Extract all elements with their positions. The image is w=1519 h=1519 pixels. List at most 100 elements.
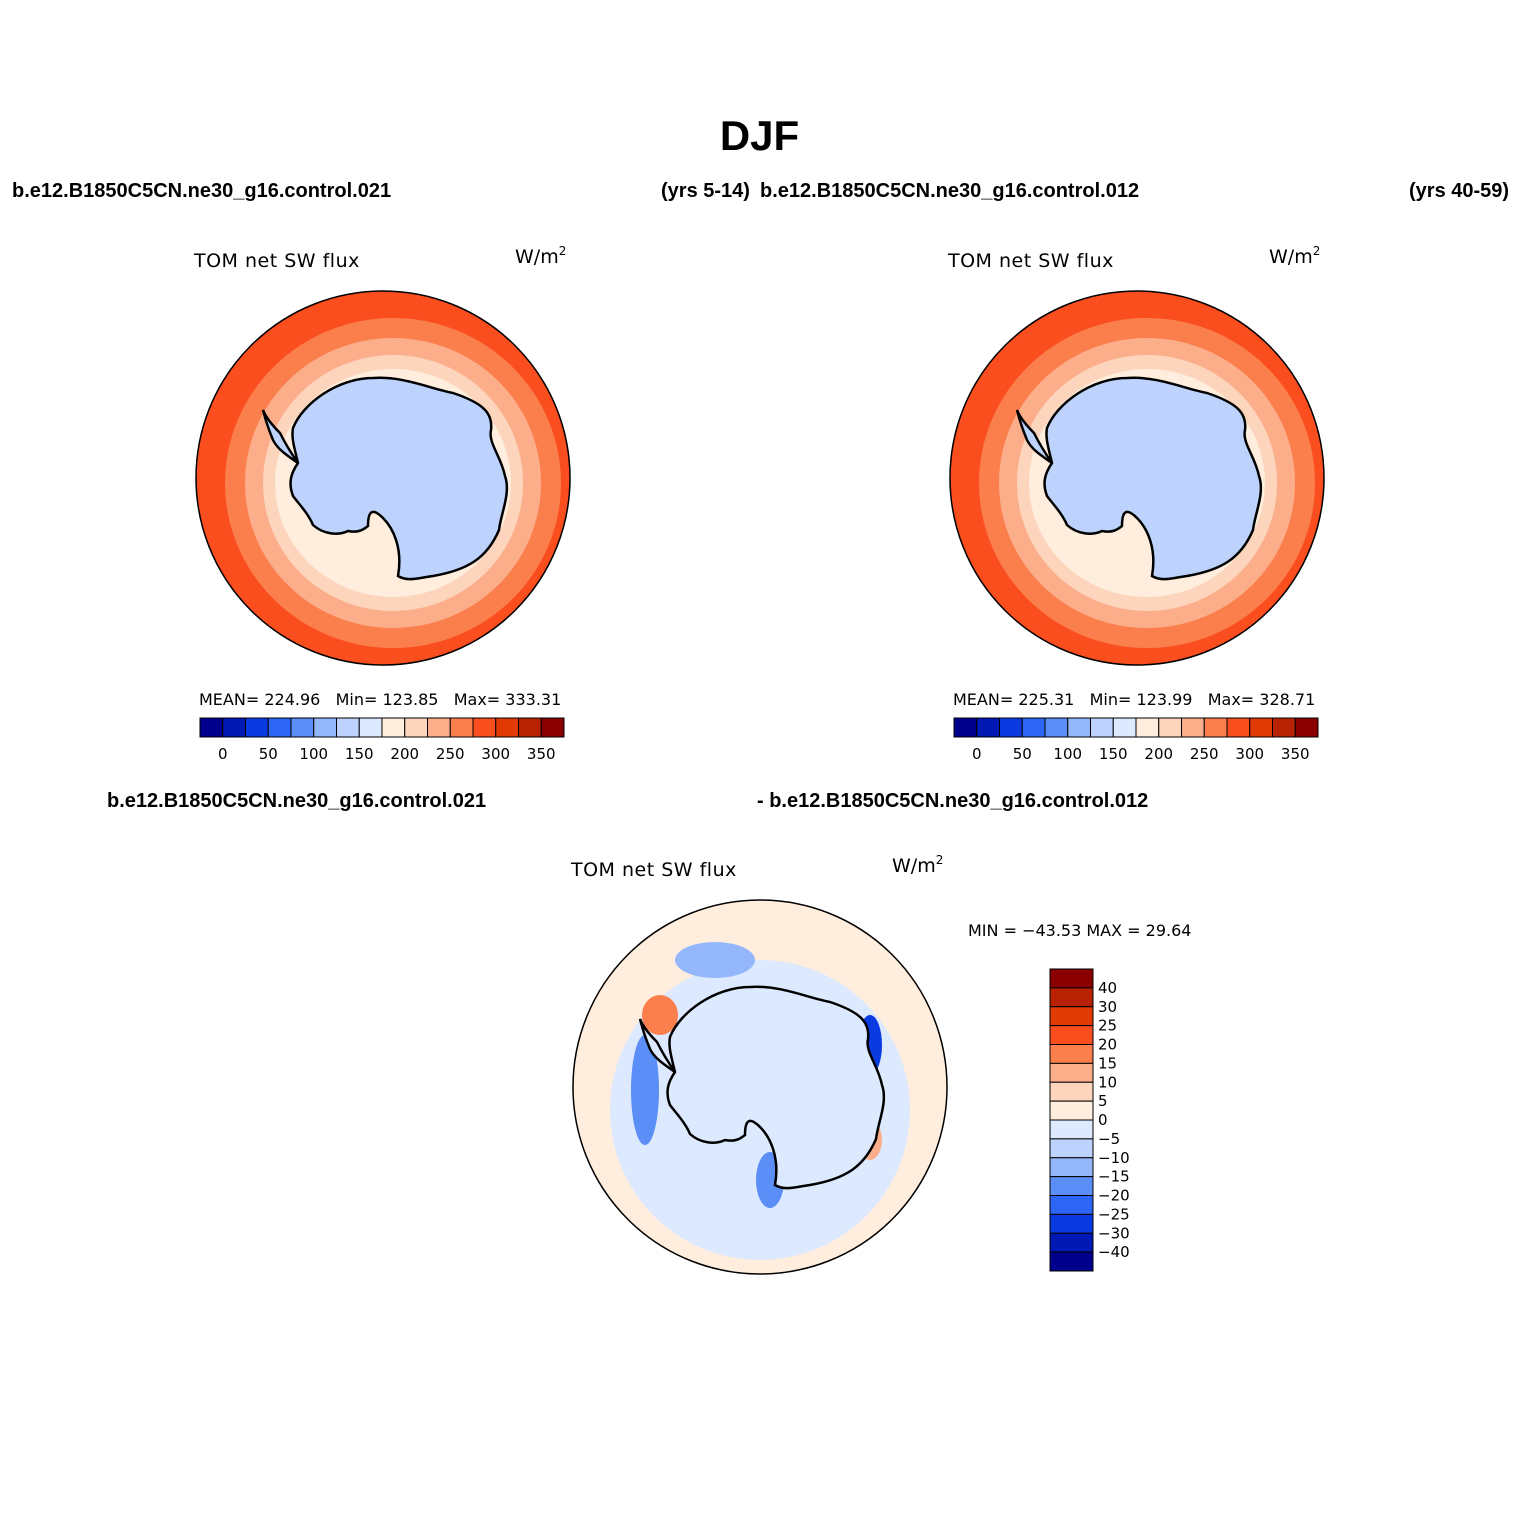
left-colorbar-swatch — [267, 717, 292, 738]
diff-colorbar-swatch — [1049, 1176, 1094, 1196]
diff-colorbar-tick-label: 0 — [1098, 1111, 1108, 1129]
left-colorbar-tick-label: 200 — [390, 745, 419, 763]
diff-colorbar-swatch — [1049, 1081, 1094, 1102]
right-stats: MEAN= 225.31 Min= 123.99 Max= 328.71 — [953, 690, 1316, 709]
diff-colorbar-swatch — [1049, 1119, 1094, 1140]
left-colorbar-swatch — [245, 717, 269, 738]
left-colorbar-swatch — [336, 717, 360, 738]
left-stats: MEAN= 224.96 Min= 123.85 Max= 333.31 — [199, 690, 562, 709]
left-colorbar-tick-label: 250 — [436, 745, 465, 763]
left-colorbar-swatch — [495, 717, 519, 738]
right-map — [949, 290, 1325, 666]
header-left-run: b.e12.B1850C5CN.ne30_g16.control.021 — [12, 180, 392, 202]
left-colorbar-tick-label: 300 — [481, 745, 510, 763]
diff-colorbar-tick-label: 30 — [1098, 998, 1117, 1016]
right-colorbar-swatch — [1249, 717, 1273, 738]
diff-colorbar-swatch — [1049, 1251, 1094, 1272]
right-colorbar-tick-label: 350 — [1281, 745, 1310, 763]
left-colorbar-swatch — [290, 717, 315, 738]
right-colorbar-swatch — [1272, 717, 1296, 738]
right-colorbar-swatch — [1158, 717, 1182, 738]
right-colorbar-swatch — [1226, 717, 1251, 738]
right-colorbar-swatch — [953, 717, 978, 738]
right-colorbar-swatch — [1112, 717, 1137, 738]
diff-colorbar-swatch — [1049, 1044, 1094, 1064]
diff-colorbar-swatch — [1049, 1232, 1094, 1253]
right-colorbar-swatch — [976, 717, 1000, 738]
diff-colorbar-swatch — [1049, 1062, 1094, 1083]
left-colorbar-tick-label: 0 — [218, 745, 228, 763]
diff-colorbar-swatch — [1049, 987, 1094, 1008]
right-colorbar-swatch — [1294, 717, 1319, 738]
right-units: W/m2 — [1269, 244, 1321, 268]
diff-colorbar-tick-label: −30 — [1098, 1224, 1130, 1242]
diff-colorbar-swatch — [1049, 968, 1094, 989]
diff-colorbar-tick-label: −40 — [1098, 1243, 1130, 1261]
right-colorbar-tick-label: 150 — [1099, 745, 1128, 763]
left-colorbar-swatch — [449, 717, 474, 738]
right-colorbar-tick-label: 250 — [1190, 745, 1219, 763]
diff-colorbar-tick-label: −5 — [1098, 1130, 1120, 1148]
diff-colorbar-tick-label: 40 — [1098, 979, 1117, 997]
diff-colorbar-tick-label: 10 — [1098, 1073, 1117, 1091]
diff-colorbar-tick-label: −20 — [1098, 1187, 1130, 1205]
right-colorbar-tick-label: 200 — [1144, 745, 1173, 763]
diff-colorbar-swatch — [1049, 1006, 1094, 1027]
diff-map — [572, 899, 948, 1275]
diff-colorbar-tick-label: −15 — [1098, 1168, 1130, 1186]
right-colorbar-tick-label: 50 — [1013, 745, 1032, 763]
diff-colorbar-swatch — [1049, 1100, 1094, 1121]
left-colorbar-tick-label: 150 — [345, 745, 374, 763]
left-colorbar-swatch — [472, 717, 497, 738]
left-colorbar-swatch — [381, 717, 406, 738]
header-right-years: (yrs 40-59) — [1409, 180, 1510, 202]
right-colorbar-tick-label: 0 — [972, 745, 982, 763]
left-colorbar-swatch — [199, 717, 224, 738]
left-colorbar-tick-label: 100 — [299, 745, 328, 763]
left-map — [195, 290, 571, 666]
diff-colorbar-tick-label: −10 — [1098, 1149, 1130, 1167]
left-colorbar-swatch — [518, 717, 542, 738]
diff-colorbar-tick-label: 25 — [1098, 1017, 1117, 1035]
right-colorbar-swatch — [1067, 717, 1091, 738]
right-plot-title: TOM net SW flux — [948, 250, 1114, 272]
diff-colorbar-tick-label: −25 — [1098, 1205, 1130, 1223]
diff-colorbar-tick-label: 15 — [1098, 1054, 1117, 1072]
right-colorbar-swatch — [1021, 717, 1046, 738]
diff-colorbar-swatch — [1049, 1025, 1094, 1045]
left-colorbar-swatch — [427, 717, 451, 738]
diff-colorbar-swatch — [1049, 1157, 1094, 1178]
left-colorbar-tick-label: 50 — [259, 745, 278, 763]
right-colorbar-tick-label: 300 — [1235, 745, 1264, 763]
left-colorbar-swatch — [313, 717, 337, 738]
diff-blob-2 — [631, 1035, 659, 1145]
diff-header-right: - b.e12.B1850C5CN.ne30_g16.control.012 — [757, 790, 1149, 812]
right-map-border — [949, 290, 1325, 666]
right-colorbar-swatch — [1203, 717, 1228, 738]
left-colorbar-swatch — [540, 717, 565, 738]
right-colorbar-swatch — [1135, 717, 1160, 738]
left-colorbar-swatch — [404, 717, 428, 738]
diff-blob-5 — [642, 995, 678, 1035]
diff-units: W/m2 — [892, 853, 944, 877]
right-colorbar-swatch — [999, 717, 1023, 738]
diff-blob-1 — [675, 942, 755, 978]
diff-colorbar-swatch — [1049, 1195, 1094, 1215]
right-colorbar-swatch — [1044, 717, 1069, 738]
left-colorbar-tick-label: 350 — [527, 745, 556, 763]
diff-colorbar-tick-label: 5 — [1098, 1092, 1108, 1110]
right-colorbar: 0 50 100 150 200 250 300 350 — [953, 717, 1319, 763]
left-units: W/m2 — [515, 244, 567, 268]
right-colorbar-tick-label: 100 — [1053, 745, 1082, 763]
left-map-border — [195, 290, 571, 666]
header-right-run: b.e12.B1850C5CN.ne30_g16.control.012 — [760, 180, 1140, 202]
diff-minmax: MIN = −43.53 MAX = 29.64 — [968, 921, 1192, 940]
right-colorbar-swatch — [1090, 717, 1114, 738]
main-title: DJF — [719, 112, 800, 159]
left-plot-title: TOM net SW flux — [194, 250, 360, 272]
left-colorbar-swatch — [358, 717, 383, 738]
diff-map-border — [572, 899, 948, 1275]
diff-plot-title: TOM net SW flux — [571, 859, 737, 881]
diff-colorbar-swatch — [1049, 1138, 1094, 1159]
